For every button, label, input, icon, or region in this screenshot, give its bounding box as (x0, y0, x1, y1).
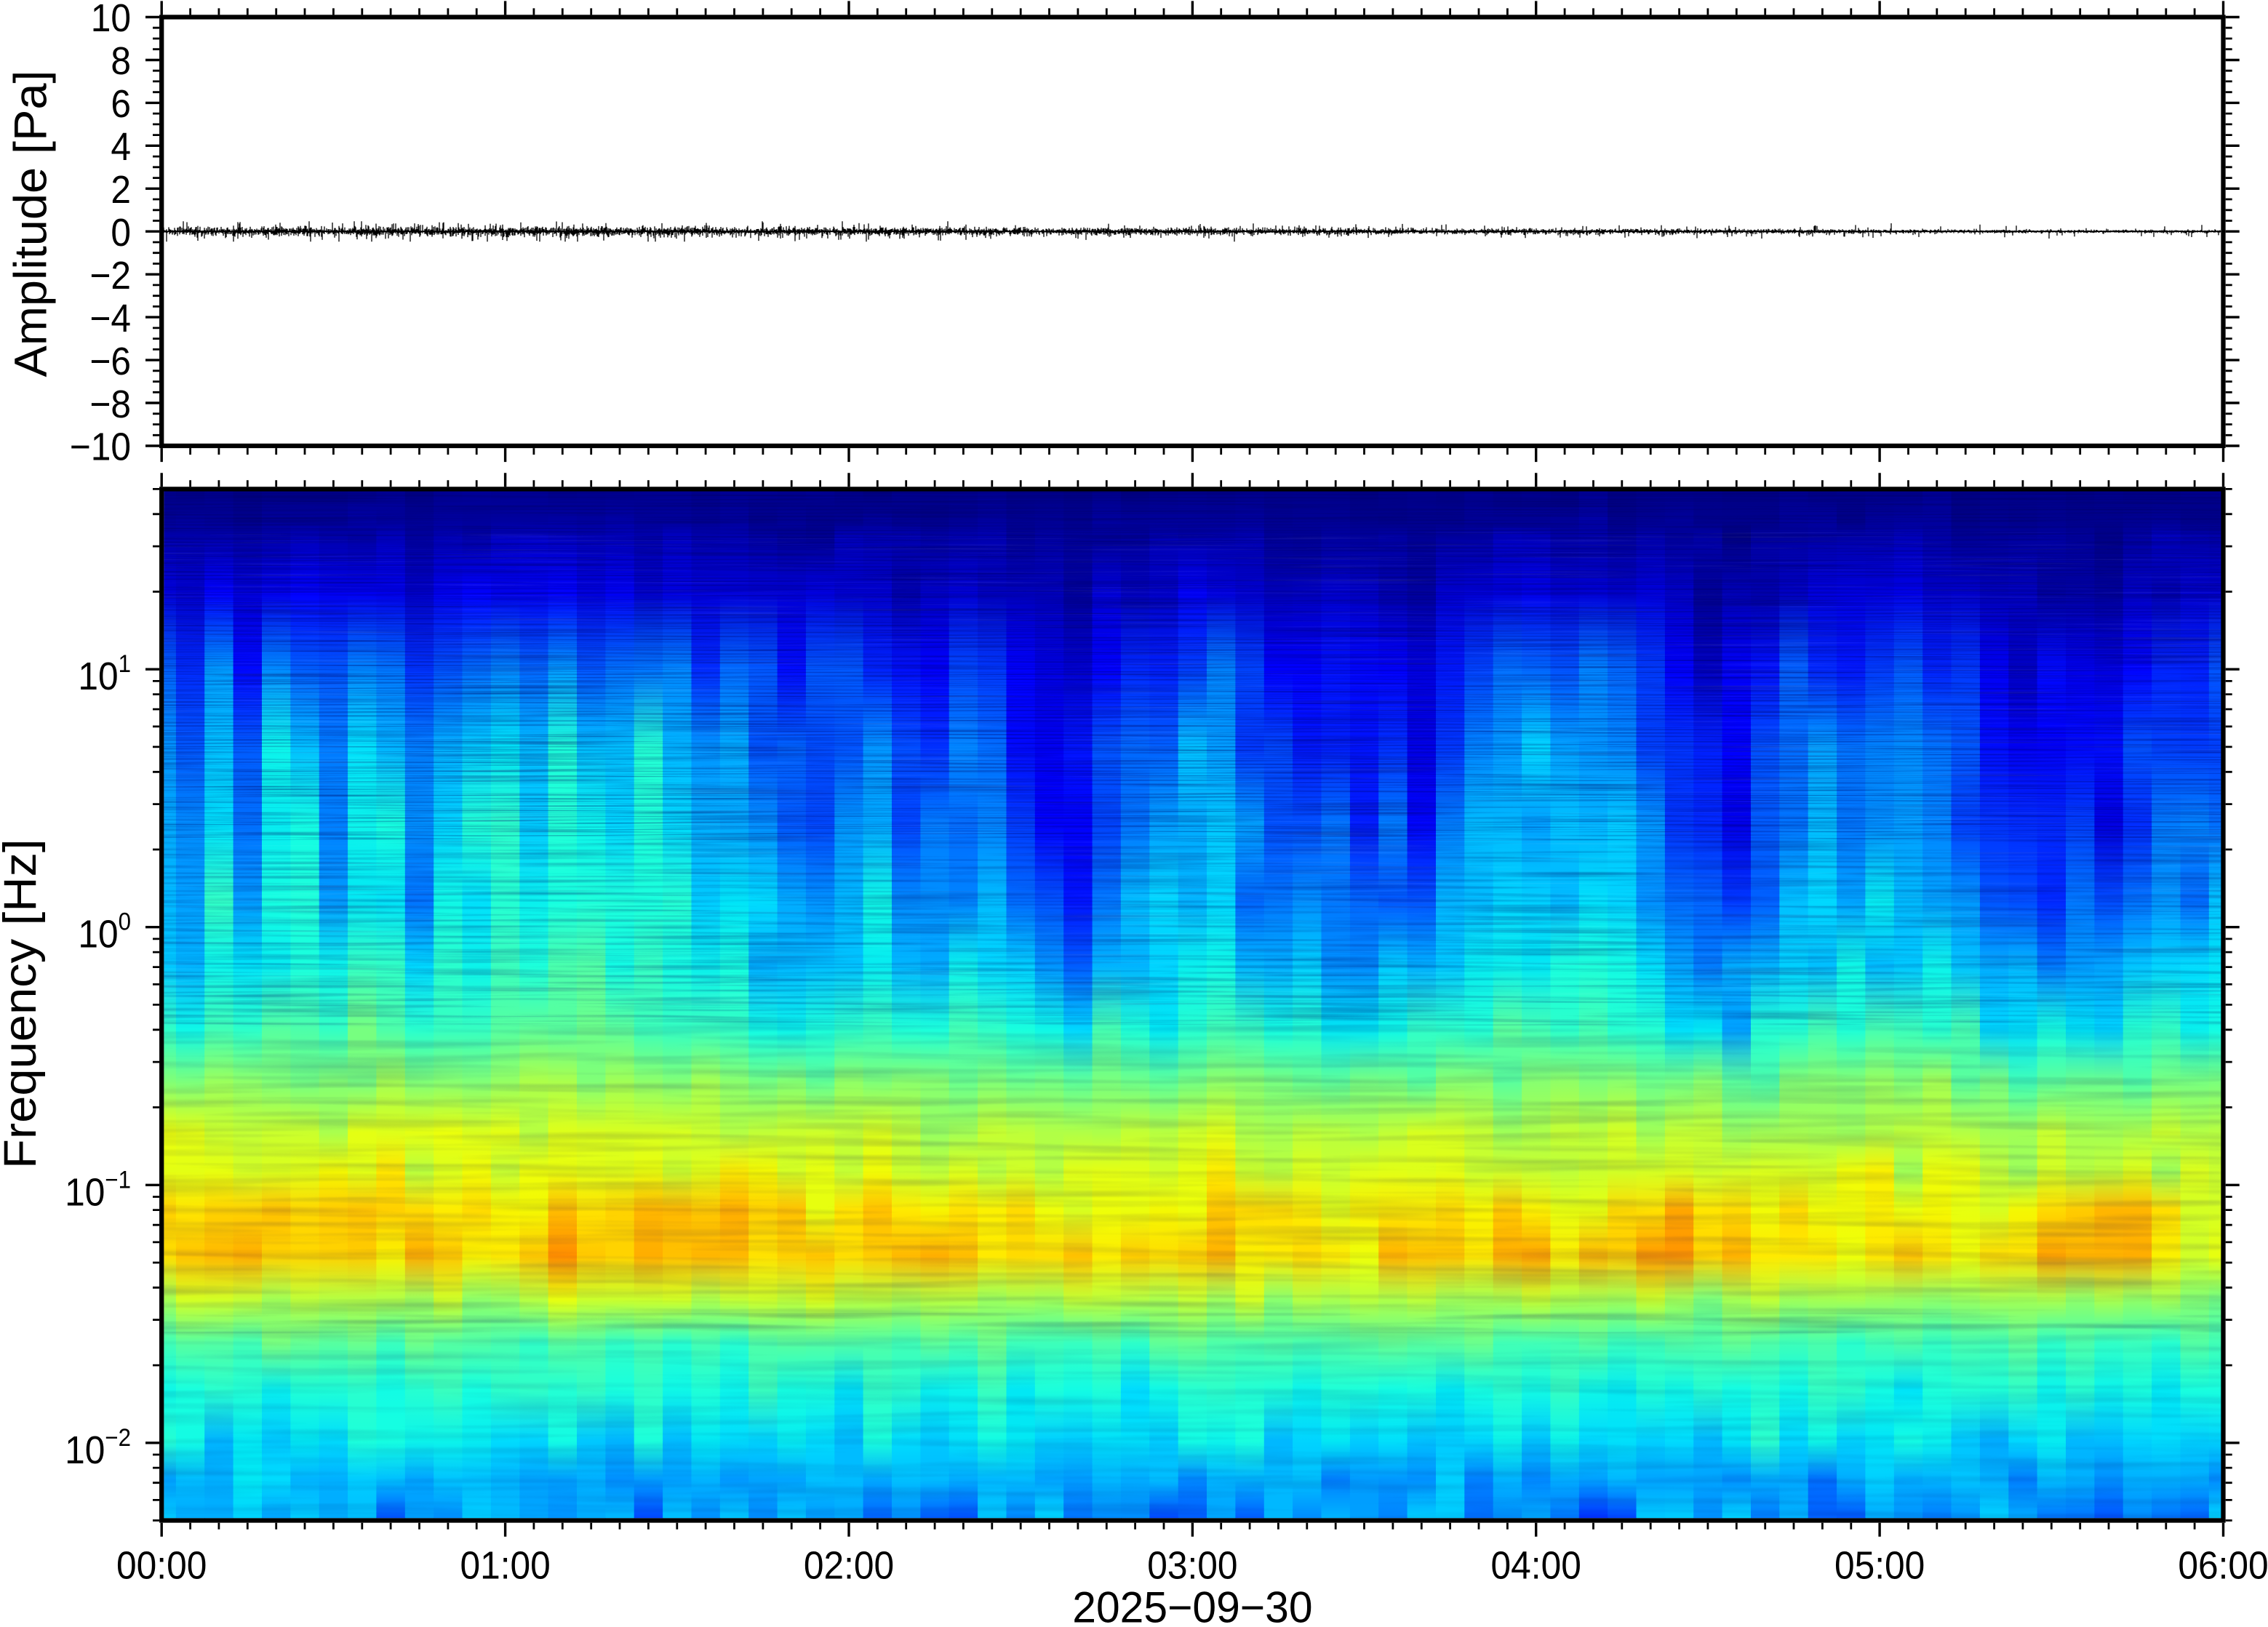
svg-text:10: 10 (91, 0, 131, 40)
svg-text:06:00: 06:00 (2178, 1543, 2268, 1587)
svg-text:05:00: 05:00 (1834, 1543, 1925, 1587)
svg-text:6: 6 (111, 81, 131, 125)
svg-text:101: 101 (78, 649, 131, 698)
svg-text:03:00: 03:00 (1147, 1543, 1237, 1587)
svg-text:04:00: 04:00 (1491, 1543, 1581, 1587)
svg-text:−10: −10 (70, 425, 131, 468)
svg-text:−4: −4 (89, 296, 131, 340)
svg-text:00:00: 00:00 (116, 1543, 207, 1587)
svg-text:Frequency [Hz]: Frequency [Hz] (0, 839, 46, 1169)
svg-text:01:00: 01:00 (460, 1543, 550, 1587)
svg-text:2025−09−30: 2025−09−30 (1072, 1583, 1312, 1623)
svg-text:−2: −2 (89, 253, 131, 297)
svg-text:2: 2 (111, 167, 131, 211)
svg-text:0: 0 (111, 210, 131, 254)
svg-text:−6: −6 (89, 339, 131, 383)
svg-text:Amplitude [Pa]: Amplitude [Pa] (4, 71, 56, 377)
svg-text:8: 8 (111, 39, 131, 82)
svg-text:02:00: 02:00 (804, 1543, 894, 1587)
svg-text:−8: −8 (89, 382, 131, 425)
svg-text:4: 4 (111, 124, 131, 168)
